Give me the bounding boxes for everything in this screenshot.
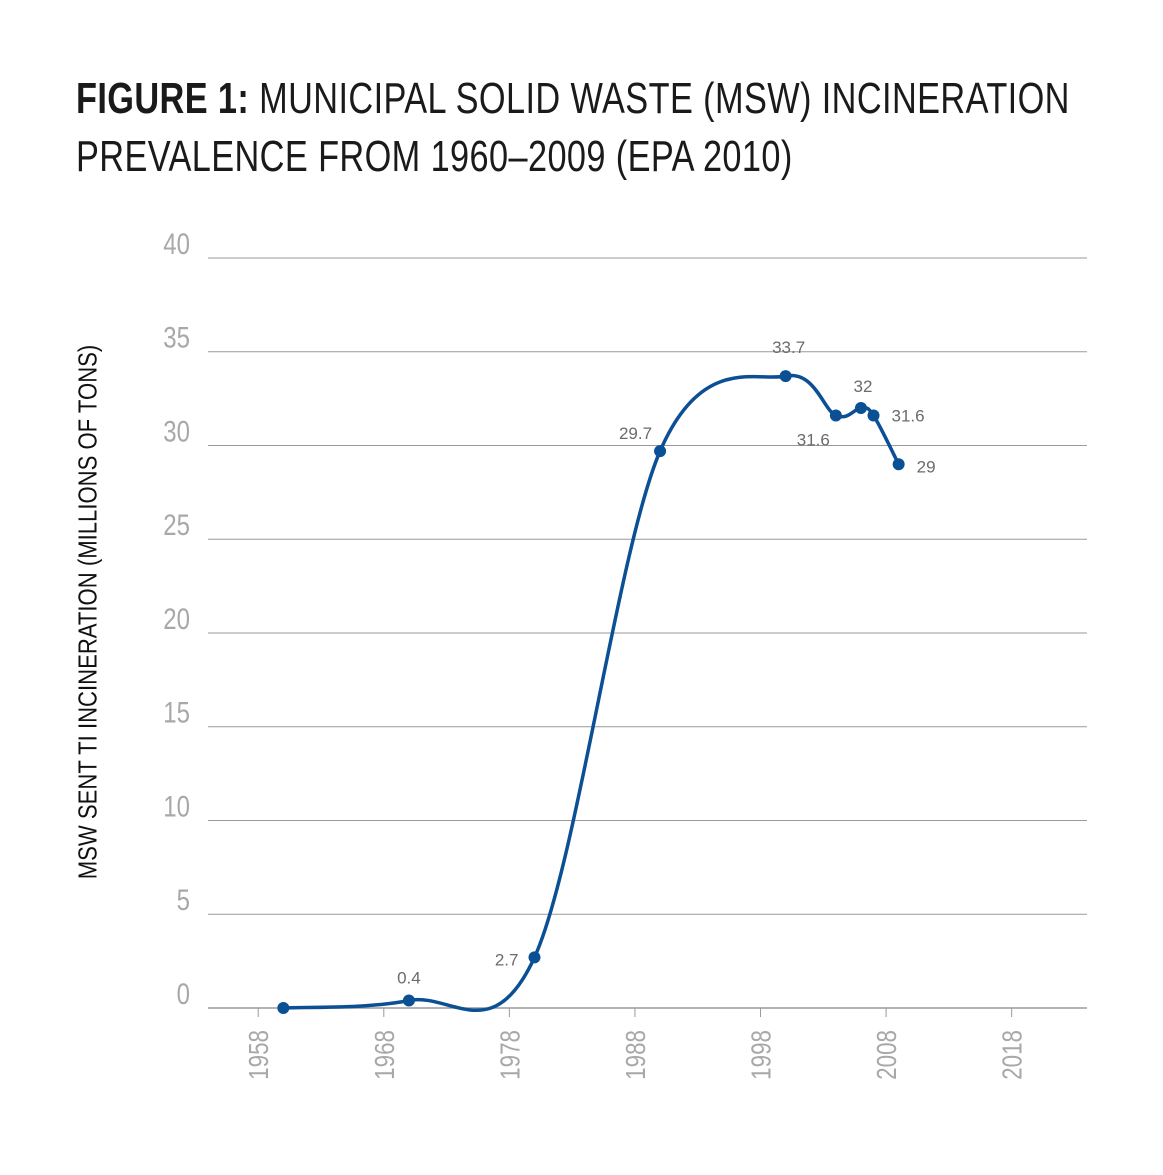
title-line-1: FIGURE 1: MUNICIPAL SOLID WASTE (MSW) IN… [76,70,1069,128]
title-line-2: PREVALENCE FROM 1960–2009 (EPA 2010) [76,132,793,181]
data-point [892,458,905,471]
data-label: 0.4 [397,969,421,988]
y-tick-label: 25 [163,508,190,542]
data-point [402,994,415,1007]
x-tick-label: 1978 [495,1030,526,1080]
y-tick-label: 20 [163,601,190,635]
title-text-1: MUNICIPAL SOLID WASTE (MSW) INCINERATION [259,74,1070,123]
data-point [654,445,667,458]
data-label: 31.6 [892,407,925,426]
figure-number: FIGURE 1: [76,74,250,123]
y-tick-label: 10 [163,789,190,823]
data-point [829,409,842,422]
x-tick-label: 2008 [872,1030,903,1080]
x-tick-label: 1988 [621,1030,652,1080]
data-label: 32 [854,377,873,396]
y-tick-label: 35 [163,320,190,354]
data-point [277,1002,290,1014]
y-tick-label: 0 [177,976,190,1010]
x-tick-label: 2018 [997,1030,1028,1080]
data-label: 29.7 [619,424,652,443]
chart-title: FIGURE 1: MUNICIPAL SOLID WASTE (MSW) IN… [76,70,1136,186]
data-point [779,370,792,383]
y-tick-label: 5 [177,883,190,917]
x-tick-label: 1968 [370,1030,401,1080]
data-point [867,409,880,422]
data-label: 29 [917,457,936,476]
y-tick-label: 30 [163,414,190,448]
data-point [854,402,867,414]
x-tick-label: 1998 [746,1030,777,1080]
data-point [528,951,541,964]
data-label: 33.7 [772,338,805,357]
y-tick-label: 40 [163,226,190,260]
y-tick-label: 15 [163,695,190,729]
x-tick-label: 1958 [244,1030,275,1080]
series-line [283,373,901,1013]
data-label: 31.6 [797,431,830,450]
data-label: 2.7 [495,950,519,969]
